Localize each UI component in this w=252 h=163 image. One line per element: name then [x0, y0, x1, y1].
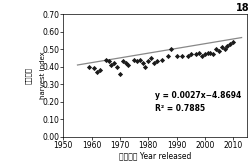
Point: [138, 58, 142, 61]
Point: [214, 48, 218, 50]
Text: y = 0.0027x−4.8694
R² = 0.7885: y = 0.0027x−4.8694 R² = 0.7885: [155, 91, 242, 113]
Point: [217, 50, 221, 52]
Point: [226, 44, 230, 47]
Point: [155, 60, 159, 63]
Point: [228, 43, 232, 45]
Text: harvest index: harvest index: [40, 52, 46, 99]
Point: [211, 53, 215, 56]
Point: [231, 41, 235, 43]
Point: [123, 62, 128, 64]
Point: [186, 55, 190, 57]
Point: [189, 53, 193, 56]
Point: [180, 55, 184, 57]
Point: [87, 65, 91, 68]
Point: [146, 60, 150, 63]
Point: [135, 60, 139, 63]
Point: [109, 64, 113, 66]
Point: [92, 67, 97, 70]
Point: [197, 51, 201, 54]
Text: 18: 18: [235, 3, 249, 13]
Point: [143, 65, 147, 68]
Point: [95, 71, 99, 73]
Point: [127, 64, 131, 66]
Point: [169, 48, 173, 50]
Point: [132, 58, 136, 61]
Point: [200, 55, 204, 57]
Point: [118, 72, 122, 75]
X-axis label: 育成年份 Year released: 育成年份 Year released: [119, 151, 192, 160]
Point: [208, 51, 212, 54]
Point: [104, 58, 108, 61]
Point: [112, 62, 116, 64]
Point: [166, 55, 170, 57]
Point: [160, 58, 164, 61]
Point: [194, 53, 198, 56]
Point: [206, 51, 210, 54]
Point: [220, 46, 224, 49]
Point: [141, 62, 145, 64]
Point: [121, 60, 125, 63]
Point: [149, 57, 153, 59]
Point: [223, 48, 227, 50]
Point: [107, 60, 111, 63]
Point: [175, 55, 179, 57]
Point: [152, 62, 156, 64]
Point: [98, 69, 102, 71]
Text: 收获指数: 收获指数: [25, 67, 32, 84]
Point: [115, 65, 119, 68]
Point: [203, 53, 207, 56]
